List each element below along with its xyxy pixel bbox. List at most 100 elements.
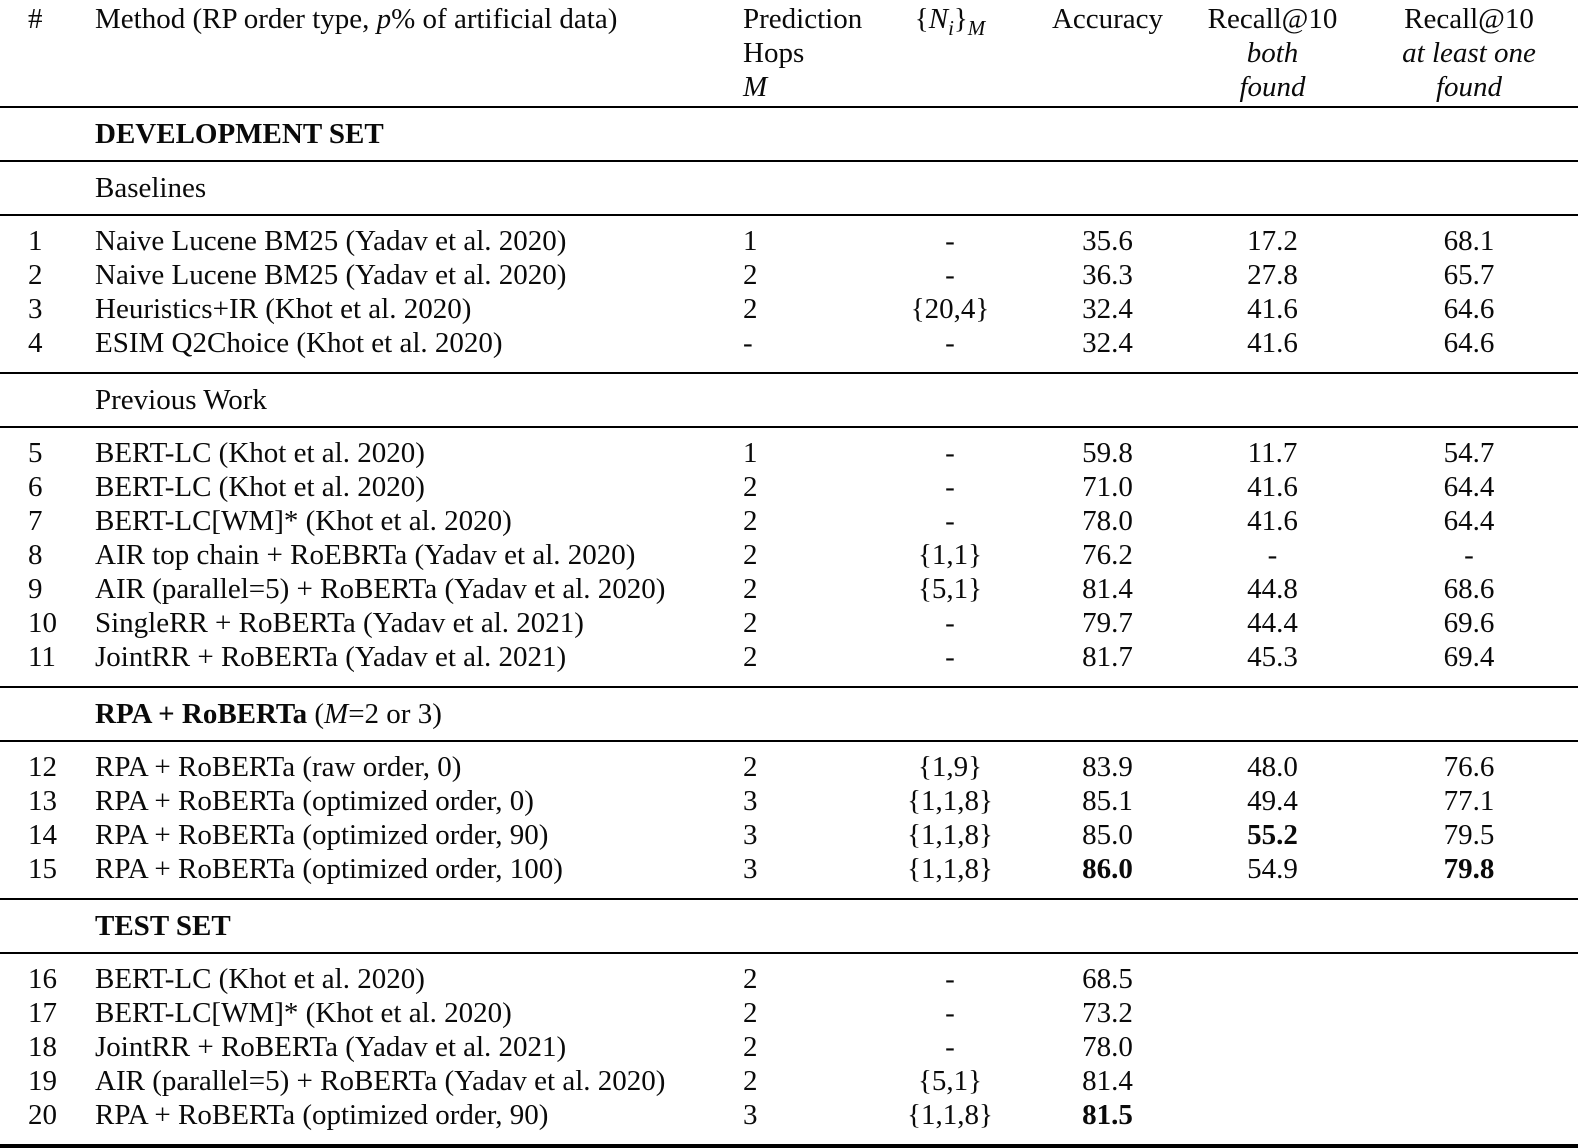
- cell-recall-both: [1185, 1064, 1360, 1098]
- cell-ni: -: [945, 1031, 955, 1063]
- cell-recall-both: 11.7: [1185, 426, 1360, 470]
- cell-ni: -: [945, 471, 955, 503]
- header-recall-both: Recall@10 both found: [1185, 0, 1360, 107]
- cell-ni: -: [945, 997, 955, 1029]
- cell-recall-one: -: [1464, 539, 1474, 571]
- cell-num: 8: [28, 539, 43, 571]
- cell-hops: 2: [743, 505, 758, 537]
- table-row: 13 RPA + RoBERTa (optimized order, 0) 3 …: [0, 784, 1578, 818]
- header-ni-set: {Ni}M: [870, 0, 1030, 107]
- cell-method: BERT-LC[WM]* (Khot et al. 2020): [95, 505, 512, 537]
- table-row: 7 BERT-LC[WM]* (Khot et al. 2020) 2 - 78…: [0, 504, 1578, 538]
- section-label: Baselines: [75, 160, 1578, 215]
- cell-num: 7: [28, 505, 43, 537]
- cell-method: SingleRR + RoBERTa (Yadav et al. 2021): [95, 607, 584, 639]
- cell-hops: -: [743, 327, 753, 359]
- cell-recall-both: 54.9: [1247, 853, 1298, 885]
- cell-ni: -: [945, 259, 955, 291]
- recall-one-italic: at least one: [1402, 37, 1536, 69]
- cell-num: 11: [28, 641, 56, 673]
- header-num: #: [0, 0, 75, 107]
- cell-method: BERT-LC (Khot et al. 2020): [75, 952, 715, 996]
- cell-recall-both: 48.0: [1185, 740, 1360, 784]
- cell-recall-one: [1360, 1098, 1578, 1148]
- section-baselines-label: Baselines: [95, 172, 207, 204]
- header-recall-both-line1: Recall@10: [1207, 3, 1338, 35]
- cell-accuracy: 78.0: [1082, 505, 1133, 537]
- table-header-row: # Method (RP order type, p% of artificia…: [0, 0, 1578, 107]
- cell-recall-both: 27.8: [1247, 259, 1298, 291]
- section-rpa-bold-label: RPA + RoBERTa: [95, 698, 308, 730]
- cell-method: JointRR + RoBERTa (Yadav et al. 2021): [95, 1031, 567, 1063]
- header-accuracy: Accuracy: [1030, 0, 1185, 107]
- section-rpa: RPA + RoBERTa (M=2 or 3): [0, 686, 1578, 741]
- cell-num: 10: [28, 607, 57, 639]
- ni-sub-m: M: [968, 16, 985, 40]
- cell-method: AIR (parallel=5) + RoBERTa (Yadav et al.…: [95, 573, 666, 605]
- cell-recall-one: 69.4: [1443, 641, 1495, 673]
- section-development-set: DEVELOPMENT SET: [0, 106, 1578, 161]
- cell-recall-both: [1185, 952, 1360, 996]
- cell-recall-one: 64.4: [1443, 471, 1495, 503]
- cell-ni: {5,1}: [917, 1065, 983, 1097]
- cell-num: 17: [28, 997, 57, 1029]
- cell-num: 12: [0, 740, 75, 784]
- cell-recall-both: 45.3: [1247, 641, 1298, 673]
- cell-hops: 2: [743, 471, 758, 503]
- table-row: 19 AIR (parallel=5) + RoBERTa (Yadav et …: [0, 1064, 1578, 1098]
- table-row: 15 RPA + RoBERTa (optimized order, 100) …: [0, 852, 1578, 899]
- cell-ni: -: [870, 952, 1030, 996]
- section-baselines: Baselines: [0, 160, 1578, 215]
- cell-recall-both: 41.6: [1247, 505, 1298, 537]
- header-hops-line1: Prediction: [743, 3, 863, 35]
- cell-accuracy: 85.0: [1082, 819, 1133, 851]
- cell-num: 18: [28, 1031, 57, 1063]
- cell-num: 15: [28, 853, 57, 885]
- cell-method: Naive Lucene BM25 (Yadav et al. 2020): [95, 259, 567, 291]
- cell-hops: 3: [743, 819, 758, 851]
- cell-hops: 3: [743, 785, 758, 817]
- cell-method: RPA + RoBERTa (optimized order, 0): [95, 785, 534, 817]
- table-row: 16 BERT-LC (Khot et al. 2020) 2 - 68.5: [0, 952, 1578, 996]
- table-row: 9 AIR (parallel=5) + RoBERTa (Yadav et a…: [0, 572, 1578, 606]
- section-rpa-m-var: M: [324, 698, 349, 730]
- cell-num: 19: [28, 1065, 57, 1097]
- cell-hops: 3: [715, 1098, 870, 1148]
- cell-ni: -: [945, 327, 955, 359]
- cell-recall-both: [1185, 1030, 1360, 1064]
- header-recall-one: Recall@10 at least one found: [1360, 0, 1578, 107]
- cell-recall-one: 54.7: [1360, 426, 1578, 470]
- table-row: 2 Naive Lucene BM25 (Yadav et al. 2020) …: [0, 258, 1578, 292]
- cell-accuracy: 76.2: [1082, 539, 1133, 571]
- header-method-text-2: % of artificial data): [391, 3, 618, 35]
- cell-ni: {1,9}: [870, 740, 1030, 784]
- cell-recall-one: 79.8: [1443, 853, 1495, 885]
- cell-recall-one: 76.6: [1360, 740, 1578, 784]
- cell-accuracy: 79.7: [1082, 607, 1133, 639]
- cell-recall-one: 79.5: [1443, 819, 1495, 851]
- cell-recall-one: [1360, 952, 1578, 996]
- cell-num: 2: [28, 259, 43, 291]
- cell-accuracy: 81.5: [1030, 1098, 1185, 1148]
- cell-recall-both: [1185, 1098, 1360, 1148]
- cell-accuracy: 36.3: [1082, 259, 1133, 291]
- cell-num: 3: [28, 293, 43, 325]
- cell-accuracy: 81.7: [1082, 641, 1133, 673]
- cell-accuracy: 71.0: [1082, 471, 1133, 503]
- table-row: 14 RPA + RoBERTa (optimized order, 90) 3…: [0, 818, 1578, 852]
- cell-accuracy: 81.4: [1082, 573, 1133, 605]
- table-row: 1 Naive Lucene BM25 (Yadav et al. 2020) …: [0, 214, 1578, 258]
- cell-hops: 2: [743, 1065, 758, 1097]
- cell-accuracy: 78.0: [1082, 1031, 1133, 1063]
- cell-accuracy: 32.4: [1082, 293, 1133, 325]
- cell-recall-one: [1360, 996, 1578, 1030]
- cell-hops: 3: [743, 853, 758, 885]
- section-spacer: [0, 160, 75, 215]
- cell-hops: 2: [743, 539, 758, 571]
- cell-hops: 2: [715, 952, 870, 996]
- cell-num: 13: [28, 785, 57, 817]
- cell-recall-both: 49.4: [1247, 785, 1298, 817]
- cell-method: BERT-LC[WM]* (Khot et al. 2020): [95, 997, 512, 1029]
- cell-method: RPA + RoBERTa (optimized order, 100): [95, 853, 563, 885]
- header-recall-one-line1: Recall@10: [1404, 3, 1534, 35]
